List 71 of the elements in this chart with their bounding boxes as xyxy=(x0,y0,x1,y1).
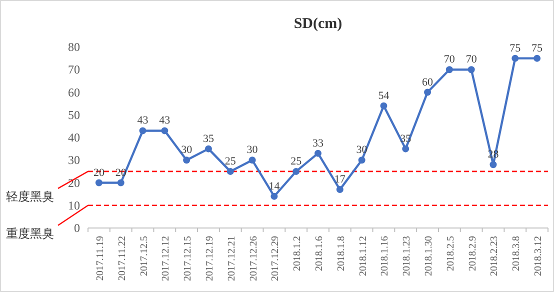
point xyxy=(314,150,322,157)
x-tick-label: 2018.2.9 xyxy=(467,236,478,271)
x-tick-label: 2017.11.19 xyxy=(94,236,106,281)
point xyxy=(424,88,432,96)
x-tick-label: 2017.12.19 xyxy=(204,236,216,281)
point xyxy=(95,179,102,186)
x-tick-label: 2018.3.8 xyxy=(511,236,522,271)
x-tick-label: 2017.12.15 xyxy=(182,236,194,281)
point xyxy=(336,186,344,194)
y-tick-label: 10 xyxy=(68,198,80,212)
point xyxy=(139,127,146,134)
x-tick-label: 2018.1.23 xyxy=(402,236,413,276)
data-label: 17 xyxy=(334,174,346,186)
point xyxy=(512,54,519,62)
chart-title: SD(cm) xyxy=(294,16,342,32)
x-tick-label: 2018.1.12 xyxy=(358,236,369,276)
x-tick-label: 2017.11.22 xyxy=(116,236,128,281)
x-tick-label: 2017.12.29 xyxy=(270,236,282,281)
y-tick-label: 60 xyxy=(68,85,80,100)
y-tick-label: 50 xyxy=(68,108,80,122)
x-tick-label: 2017.12.21 xyxy=(226,236,238,281)
x-tick-label: 2017.12.26 xyxy=(248,236,260,281)
data-label: 75 xyxy=(532,42,544,54)
point xyxy=(490,161,497,168)
data-label: 30 xyxy=(246,144,258,156)
point xyxy=(402,145,410,152)
point xyxy=(292,168,300,175)
point xyxy=(446,66,453,74)
point xyxy=(534,54,541,62)
ref-line-label: 轻度黑臭 xyxy=(6,189,54,204)
data-label: 60 xyxy=(422,76,434,88)
point xyxy=(226,168,234,175)
x-tick-label: 2017.12.12 xyxy=(160,236,172,281)
x-tick-label: 2018.1.2 xyxy=(292,236,304,271)
x-tick-label: 2018.2.5 xyxy=(445,236,456,271)
point xyxy=(358,156,366,164)
data-label: 43 xyxy=(137,114,149,127)
y-tick-label: 30 xyxy=(68,153,80,168)
x-tick-label: 2018.1.16 xyxy=(380,236,391,276)
point xyxy=(248,156,256,164)
point xyxy=(270,192,278,200)
point xyxy=(117,179,124,186)
data-label: 25 xyxy=(290,155,302,168)
x-tick-label: 2018.1.6 xyxy=(314,236,325,271)
data-label: 20 xyxy=(93,166,105,179)
data-label: 43 xyxy=(159,114,171,127)
y-tick-label: 80 xyxy=(68,40,80,54)
data-label: 14 xyxy=(268,180,280,192)
data-label: 33 xyxy=(312,137,324,150)
data-label: 25 xyxy=(224,155,236,168)
data-label: 70 xyxy=(444,54,456,66)
ref-line-label: 重度黑臭 xyxy=(6,226,54,240)
y-tick-label: 20 xyxy=(68,176,80,190)
x-tick-label: 2018.1.8 xyxy=(336,236,347,271)
point xyxy=(468,66,475,74)
point xyxy=(183,156,190,164)
x-tick-label: 2018.3.12 xyxy=(533,236,544,276)
y-tick-label: 0 xyxy=(74,221,80,235)
point xyxy=(204,145,212,152)
y-tick-label: 70 xyxy=(68,62,80,77)
data-label: 70 xyxy=(466,54,478,66)
data-label: 35 xyxy=(202,132,214,145)
y-tick-label: 40 xyxy=(68,130,80,144)
point xyxy=(161,127,168,134)
x-tick-label: 2018.1.30 xyxy=(424,236,435,276)
data-label: 75 xyxy=(510,42,522,54)
data-label: 54 xyxy=(378,90,390,102)
point xyxy=(380,102,388,110)
data-label: 30 xyxy=(181,144,193,156)
x-tick-label: 2017.12.5 xyxy=(138,236,150,276)
x-tick-label: 2018.2.23 xyxy=(489,236,500,276)
